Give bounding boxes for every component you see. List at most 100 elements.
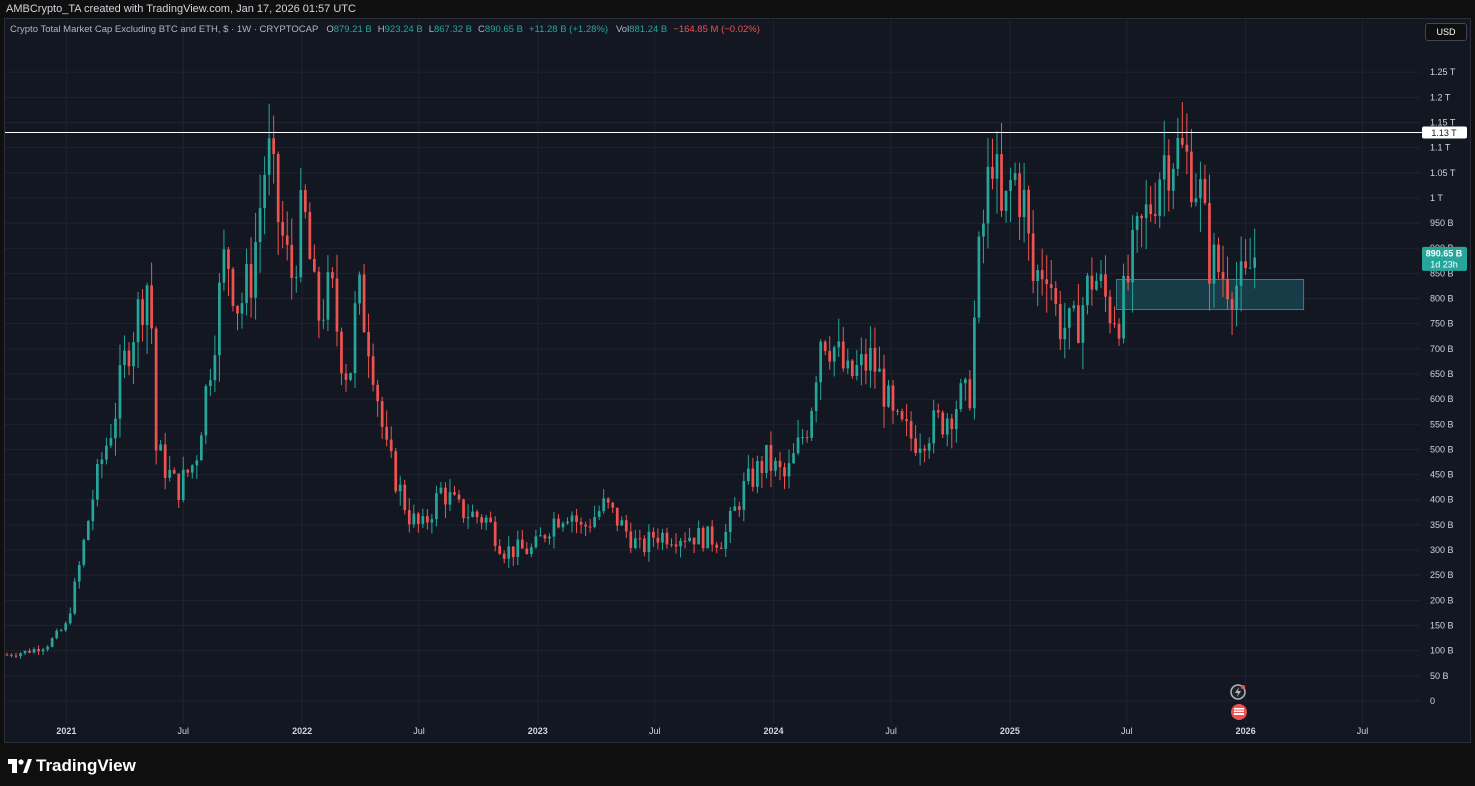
candle-body: [349, 373, 352, 380]
candle-body: [82, 539, 86, 565]
candle-body: [475, 511, 479, 518]
candle-body: [692, 537, 696, 545]
candle-body: [968, 379, 972, 409]
candle-body: [1117, 323, 1121, 339]
candle-body: [46, 646, 49, 650]
low-value: 867.32 B: [433, 24, 473, 35]
candle-body: [190, 465, 194, 473]
candle-body: [1081, 305, 1085, 343]
candle-body: [887, 385, 890, 407]
candle-body: [1199, 179, 1202, 199]
candle-body: [932, 410, 936, 444]
candle-body: [353, 303, 357, 374]
candle-body: [322, 319, 325, 321]
candle-body: [832, 347, 836, 362]
candle-body: [245, 263, 248, 304]
candle-body: [923, 448, 927, 451]
candle-body: [584, 524, 587, 527]
y-tick-label: 150 B: [1430, 620, 1454, 630]
chart-panel[interactable]: [4, 18, 1471, 743]
candle-body: [1135, 215, 1139, 230]
candle-body: [177, 473, 181, 500]
candle-body: [1045, 279, 1049, 285]
candle-body: [661, 532, 664, 543]
y-tick-label: 700 B: [1430, 344, 1454, 354]
candle-body: [439, 487, 443, 494]
y-tick-label: 1.05 T: [1430, 168, 1456, 178]
candle-body: [810, 411, 813, 438]
candle-body: [624, 520, 628, 532]
candle-body: [914, 438, 917, 453]
x-tick-label: Jul: [1121, 726, 1133, 736]
candle-body: [294, 277, 298, 279]
candle-body: [1126, 275, 1130, 283]
candle-body: [543, 535, 547, 539]
candle-body: [1104, 274, 1107, 297]
symbol-title[interactable]: Crypto Total Market Cap Excluding BTC an…: [10, 24, 319, 35]
candle-body: [896, 410, 899, 412]
y-tick-label: 600 B: [1430, 394, 1454, 404]
currency-button[interactable]: USD: [1425, 23, 1467, 41]
candle-body: [841, 341, 845, 369]
flash-icon-bolt: [1235, 687, 1241, 697]
candle-body: [416, 513, 420, 525]
x-tick-label: 2023: [528, 726, 548, 736]
candle-body: [145, 285, 149, 325]
candle-body: [136, 299, 140, 343]
candle-body: [1099, 274, 1103, 281]
candle-body: [59, 630, 63, 632]
candle-body: [1190, 151, 1193, 203]
candle-body: [41, 649, 45, 652]
candle-body: [484, 517, 488, 523]
y-tick-label: 0: [1430, 696, 1435, 706]
candle-body: [1027, 189, 1030, 234]
candle-body: [701, 528, 705, 549]
candle-body: [462, 499, 465, 519]
support-zones: [1116, 279, 1305, 310]
candle-body: [1009, 180, 1012, 192]
candle-body: [688, 537, 691, 541]
y-tick-label: 300 B: [1430, 545, 1454, 555]
candle-body: [615, 507, 619, 526]
y-tick-label: 200 B: [1430, 595, 1454, 605]
candle-body: [227, 249, 230, 269]
level-badge: [1422, 126, 1467, 139]
candle-body: [28, 650, 31, 653]
candle-body: [548, 536, 551, 539]
candle-body: [873, 347, 877, 372]
candle-body: [1072, 305, 1076, 309]
candle-body: [403, 484, 407, 511]
candle-body: [516, 539, 520, 558]
candle-body: [520, 539, 524, 549]
bottom-bar: [0, 743, 1475, 786]
flag-icon-cloth: [1234, 708, 1244, 715]
candle-body: [539, 535, 542, 537]
y-tick-label: 550 B: [1430, 419, 1454, 429]
candle-body: [597, 511, 601, 517]
candle-body: [588, 526, 592, 528]
candle-body: [394, 451, 398, 492]
grid: [5, 20, 1420, 724]
candle-body: [376, 384, 379, 402]
candle-body: [1230, 299, 1234, 310]
candle-body: [55, 630, 59, 639]
candle-body: [50, 638, 54, 647]
candle-body: [1208, 203, 1211, 284]
candle-body: [850, 360, 854, 376]
candle-body: [629, 531, 633, 549]
candle-body: [1113, 323, 1116, 325]
candle-body: [5, 654, 9, 656]
tradingview-logo[interactable]: TradingView: [8, 756, 136, 776]
open-label: O: [326, 24, 334, 35]
candle-body: [118, 365, 122, 419]
candle-body: [444, 487, 447, 505]
candle-body: [652, 531, 655, 538]
candle-body: [778, 460, 782, 468]
candle-body: [1090, 275, 1094, 290]
candle-body: [769, 444, 773, 471]
y-tick-label: 350 B: [1430, 520, 1454, 530]
candle-body: [10, 654, 13, 656]
event-icons-svg: [1230, 684, 1247, 720]
candle-body: [141, 299, 144, 325]
